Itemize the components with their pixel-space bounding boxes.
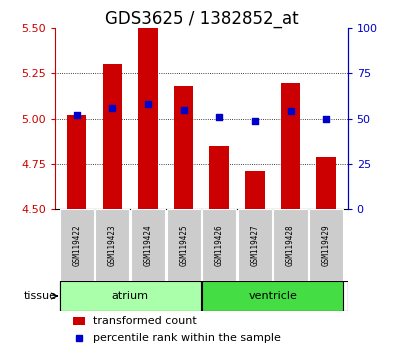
Bar	[245, 171, 265, 209]
Bar	[209, 146, 229, 209]
Bar	[103, 64, 122, 209]
Text: atrium: atrium	[112, 291, 149, 301]
Bar	[60, 209, 94, 281]
Point	[252, 119, 258, 124]
Bar	[273, 209, 308, 281]
Text: GSM119424: GSM119424	[143, 224, 152, 266]
Text: GSM119428: GSM119428	[286, 224, 295, 266]
Bar	[174, 86, 194, 209]
Text: GSM119426: GSM119426	[215, 224, 224, 266]
Point	[216, 114, 222, 120]
Text: GSM119422: GSM119422	[72, 224, 81, 266]
Bar	[95, 209, 130, 281]
Text: tissue: tissue	[23, 291, 56, 301]
Bar	[238, 209, 272, 281]
Text: GSM119427: GSM119427	[250, 224, 260, 266]
Bar	[202, 209, 236, 281]
Point	[109, 105, 115, 111]
Text: ventricle: ventricle	[248, 291, 297, 301]
Title: GDS3625 / 1382852_at: GDS3625 / 1382852_at	[105, 10, 298, 28]
Bar	[73, 316, 85, 325]
Text: GSM119425: GSM119425	[179, 224, 188, 266]
Bar	[138, 28, 158, 209]
Point	[73, 112, 80, 118]
Text: transformed count: transformed count	[93, 316, 197, 326]
Bar	[202, 281, 343, 311]
Bar	[281, 82, 300, 209]
Text: GSM119429: GSM119429	[322, 224, 331, 266]
Point	[323, 116, 329, 121]
Point	[145, 101, 151, 107]
Point	[288, 109, 294, 114]
Bar	[60, 281, 201, 311]
Bar	[67, 115, 87, 209]
Bar	[167, 209, 201, 281]
Text: GSM119423: GSM119423	[108, 224, 117, 266]
Point	[181, 107, 187, 113]
Bar	[316, 156, 336, 209]
Text: percentile rank within the sample: percentile rank within the sample	[93, 333, 281, 343]
Bar	[131, 209, 165, 281]
Bar	[309, 209, 343, 281]
